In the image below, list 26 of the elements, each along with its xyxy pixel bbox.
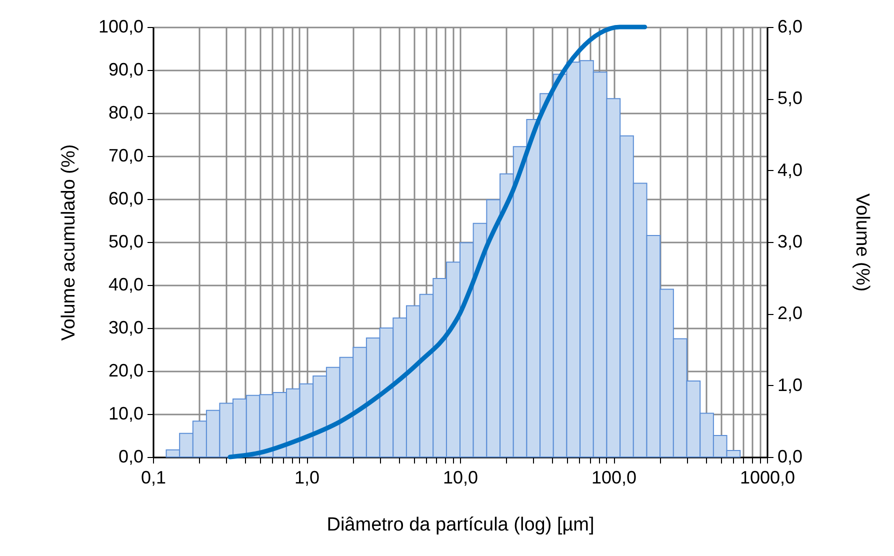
y-tick-label: 10,0 [108, 404, 144, 424]
x-tick-label: 1000,0 [740, 468, 796, 488]
y-tick-label: 90,0 [108, 60, 144, 80]
y2-tick-label: 0,0 [778, 446, 803, 466]
y2-tick-label: 2,0 [778, 303, 803, 324]
y-tick-label: 0,0 [118, 446, 144, 466]
y-tick-label: 80,0 [108, 102, 144, 122]
x-tick-label: 0,1 [140, 468, 166, 488]
y2-tick-label: 6,0 [778, 16, 803, 36]
y2-tick-label: 4,0 [778, 160, 803, 180]
y-tick-label: 30,0 [108, 318, 144, 338]
y-tick-label: 60,0 [108, 188, 144, 208]
y-tick-label: 40,0 [108, 274, 144, 294]
y2-axis-title: Volume (%) [852, 193, 873, 292]
y-tick-label: 100,0 [98, 16, 144, 36]
x-tick-label: 10,0 [442, 468, 478, 488]
y-tick-label: 70,0 [108, 146, 144, 166]
y2-tick-label: 5,0 [778, 88, 803, 108]
y2-tick-label: 3,0 [778, 232, 803, 252]
x-axis-title: Diâmetro da partícula (log) [µm] [326, 514, 594, 536]
y-tick-label: 50,0 [108, 232, 144, 252]
x-tick-label: 100,0 [591, 468, 637, 488]
y2-tick-label: 1,0 [778, 374, 803, 395]
x-tick-label: 1,0 [294, 468, 320, 488]
y-axis-title: Volume acumulado (%) [58, 144, 80, 341]
y-tick-label: 20,0 [108, 360, 144, 380]
